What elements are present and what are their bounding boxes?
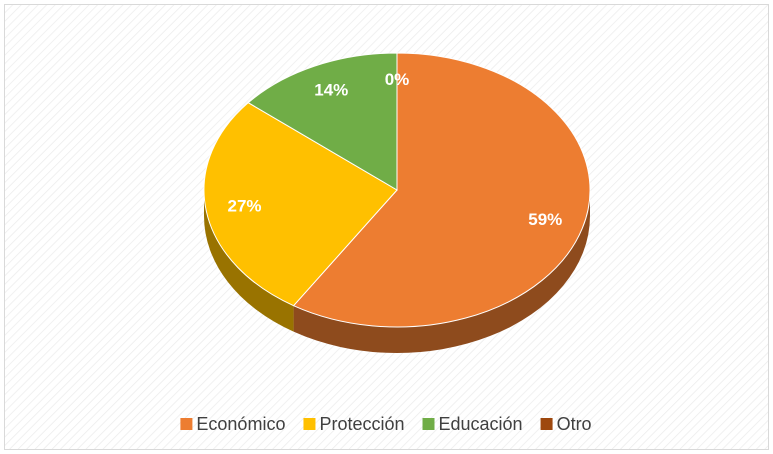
legend-swatch — [422, 418, 435, 430]
legend-swatch — [180, 418, 193, 430]
data-label: 27% — [227, 197, 261, 216]
legend-label: Económico — [196, 414, 285, 434]
data-label: 59% — [528, 210, 562, 229]
legend: Económico Protección Educación Otro — [180, 414, 592, 434]
data-label: 0% — [385, 70, 410, 89]
data-label: 14% — [314, 80, 348, 99]
legend-swatch — [540, 418, 553, 430]
slice — [203, 102, 398, 307]
legend-swatch — [303, 418, 316, 430]
pie: 59% 27% 14% 0% — [203, 52, 591, 353]
legend-label: Protección — [319, 414, 404, 434]
slice — [247, 52, 398, 191]
slice-side — [293, 190, 590, 353]
slice-side — [204, 190, 294, 332]
slice — [292, 52, 591, 328]
legend-label: Educación — [439, 414, 523, 434]
legend-label: Otro — [557, 414, 592, 434]
